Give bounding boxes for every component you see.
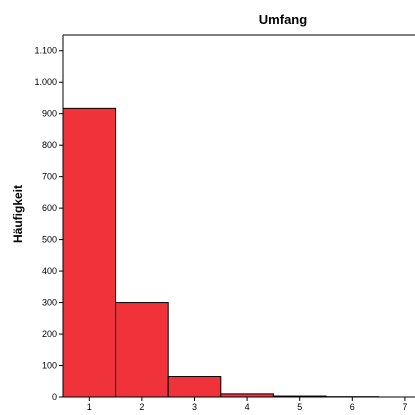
y-tick-label: 0 [52, 392, 57, 402]
x-tick-label: 5 [297, 402, 302, 410]
x-tick-label: 6 [350, 402, 355, 410]
bar-2 [116, 303, 169, 397]
y-tick-label: 800 [42, 140, 57, 150]
y-tick-label: 300 [42, 298, 57, 308]
y-tick-label: 700 [42, 172, 57, 182]
bar-1 [63, 108, 116, 397]
y-tick-label: 200 [42, 329, 57, 339]
y-tick-label: 400 [42, 266, 57, 276]
y-tick-label: 900 [42, 109, 57, 119]
x-tick-label: 4 [245, 402, 250, 410]
bar-3 [168, 377, 221, 397]
y-tick-label: 500 [42, 235, 57, 245]
x-tick-label: 7 [402, 402, 407, 410]
bars [63, 108, 379, 397]
x-axis-ticks: 1 2 3 4 5 6 7 [87, 397, 408, 410]
y-axis-ticks: 0 100 200 300 400 500 600 700 800 900 1.000 1.100 [34, 46, 63, 402]
chart-title: Umfang [259, 12, 307, 27]
x-tick-label: 2 [139, 402, 144, 410]
x-tick-label: 1 [87, 402, 92, 410]
y-tick-label: 1.000 [34, 77, 57, 87]
y-axis-label: Häufigkeit [11, 185, 25, 243]
x-tick-label: 3 [192, 402, 197, 410]
y-tick-label: 1.100 [34, 46, 57, 56]
y-tick-label: 100 [42, 361, 57, 371]
y-tick-label: 600 [42, 203, 57, 213]
